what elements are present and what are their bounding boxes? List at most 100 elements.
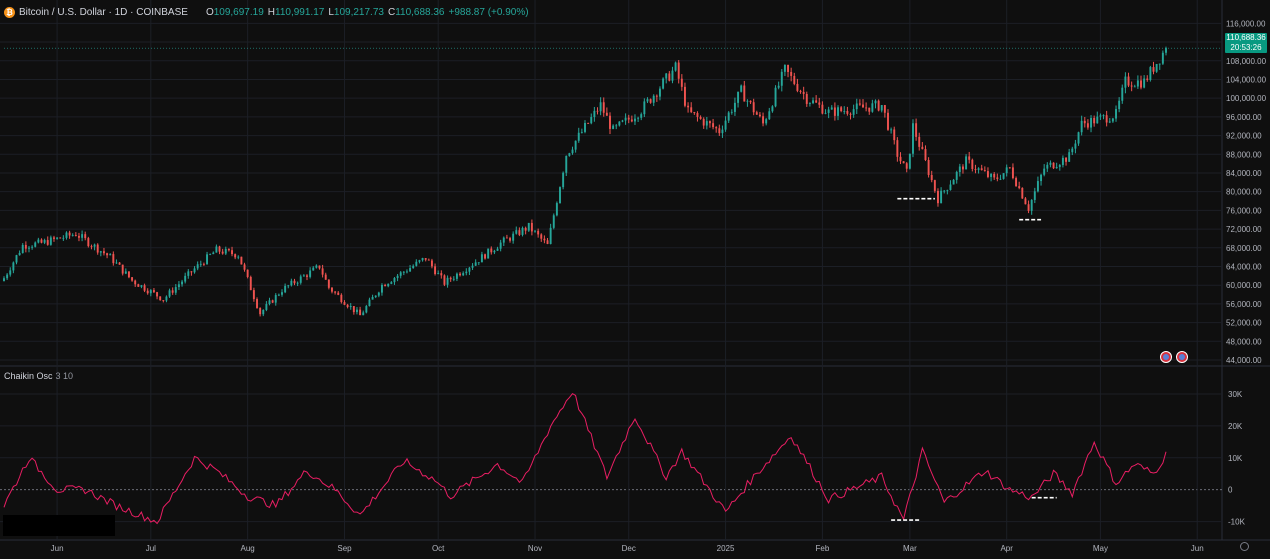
candle-body — [602, 102, 605, 113]
chaikin-oscillator-series — [3, 393, 1167, 525]
candle-body — [743, 85, 746, 102]
symbol-title[interactable]: Bitcoin / U.S. Dollar · 1D · COINBASE — [19, 6, 188, 18]
candle-body — [271, 300, 274, 303]
candle-body — [1093, 118, 1096, 124]
candle-body — [955, 172, 958, 180]
candle-body — [855, 103, 858, 110]
candle-body — [993, 173, 996, 178]
candle-body — [587, 123, 590, 124]
candle-body — [758, 114, 761, 117]
close-label: C — [387, 6, 396, 18]
candle-body — [1058, 164, 1061, 167]
candle-body — [365, 306, 368, 313]
price-tick-label: 116,000.00 — [1226, 19, 1266, 28]
candle-body — [837, 107, 839, 116]
us-flag-event-icon[interactable] — [1160, 351, 1172, 363]
candle-body — [321, 268, 324, 275]
osc-tick-label: 10K — [1228, 454, 1243, 463]
candle-body — [537, 230, 540, 235]
candle-body — [1083, 120, 1086, 124]
candle-body — [965, 156, 968, 170]
candle-body — [627, 117, 630, 120]
candle-body — [227, 248, 230, 251]
candle-body — [668, 73, 671, 81]
candle-body — [549, 227, 552, 244]
indicator-legend[interactable]: Chaikin Osc 3 10 — [4, 371, 73, 381]
candle-body — [1046, 164, 1049, 169]
settings-gear-icon[interactable] — [1240, 542, 1249, 551]
price-axis: 44,000.00 48,000.00 52,000.00 56,000.00 60,0… — [1226, 19, 1267, 526]
price-tick-label: 52,000.00 — [1226, 319, 1262, 328]
candle-body — [496, 248, 499, 251]
candle-body — [640, 114, 643, 118]
candle-body — [593, 110, 596, 118]
candle-body — [687, 105, 690, 108]
price-tick-label: 72,000.00 — [1226, 225, 1262, 234]
candle-body — [862, 104, 864, 108]
candle-body — [1140, 80, 1142, 88]
candle-body — [9, 270, 12, 275]
candle-body — [637, 117, 640, 119]
candle-body — [662, 78, 665, 89]
candle-body — [1149, 67, 1152, 80]
high-value: 110,991.17 — [275, 6, 325, 18]
candle-body — [621, 120, 624, 122]
candle-body — [218, 246, 221, 252]
candle-body — [1127, 76, 1130, 86]
us-flag-event-icon[interactable] — [1176, 351, 1188, 363]
time-tick-label: Feb — [815, 544, 829, 553]
price-tick-label: 48,000.00 — [1226, 337, 1262, 346]
candle-body — [340, 294, 343, 303]
candle-body — [546, 240, 549, 244]
candle-body — [774, 87, 777, 107]
candle-body — [1118, 100, 1121, 110]
candle-body — [730, 111, 733, 113]
candle-body — [309, 270, 312, 277]
candle-body — [490, 248, 493, 253]
indicator-name: Chaikin Osc — [4, 371, 53, 381]
candle-body — [434, 266, 437, 275]
price-tick-label: 80,000.00 — [1226, 188, 1262, 197]
candle-body — [209, 254, 212, 255]
candle-body — [634, 118, 636, 122]
time-tick-label: Nov — [528, 544, 542, 553]
candle-body — [990, 173, 993, 177]
low-label: L — [328, 6, 334, 18]
candle-body — [1002, 173, 1005, 179]
candle-body — [237, 256, 240, 258]
candle-body — [384, 284, 387, 287]
candle-body — [487, 248, 490, 259]
candle-body — [1015, 178, 1018, 187]
candle-body — [202, 263, 205, 265]
candle-body — [749, 100, 752, 103]
candle-body — [387, 283, 390, 287]
candle-body — [156, 292, 159, 297]
candle-body — [449, 277, 452, 280]
candle-body — [1024, 198, 1027, 205]
candle-body — [912, 123, 914, 154]
candle-body — [196, 264, 199, 269]
candle-body — [524, 227, 527, 231]
candle-body — [390, 282, 393, 284]
candle-body — [374, 295, 377, 297]
indicator-params: 3 10 — [55, 371, 74, 381]
candle-body — [783, 64, 786, 72]
open-value: 109,697.19 — [213, 6, 264, 18]
candle-body — [1099, 115, 1102, 117]
candle-body — [159, 296, 162, 301]
candle-body — [1033, 191, 1036, 200]
gridlines — [0, 0, 1270, 541]
candle-body — [1155, 63, 1158, 72]
candle-body — [99, 251, 102, 253]
candle-body — [371, 296, 374, 300]
candle-body — [509, 238, 512, 241]
osc-tick-label: 30K — [1228, 390, 1243, 399]
candle-body — [530, 222, 533, 232]
time-tick-label: Apr — [1000, 544, 1013, 553]
chart-header: ₿ Bitcoin / U.S. Dollar · 1D · COINBASE … — [4, 5, 533, 19]
candle-body — [46, 240, 49, 245]
candle-body — [334, 291, 337, 293]
time-tick-label: Jun — [1191, 544, 1204, 553]
candle-body — [733, 102, 736, 112]
